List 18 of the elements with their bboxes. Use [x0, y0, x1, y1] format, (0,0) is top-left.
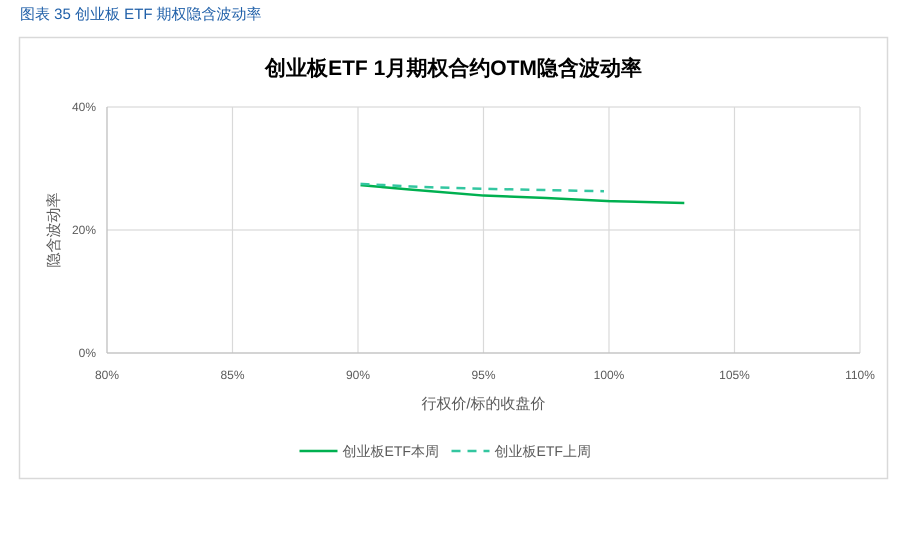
chart-title: 创业板ETF 1月期权合约OTM隐含波动率 — [264, 56, 642, 80]
line-series — [359, 182, 606, 193]
x-tick-label: 80% — [94, 368, 120, 382]
y-tick-label: 20% — [72, 223, 96, 238]
text: 图表 35 创业板 ETF 期权隐含波动率 — [20, 6, 262, 23]
x-axis-title: 行权价/标的收盘价 — [421, 395, 546, 412]
x-tick-label: 110% — [845, 368, 876, 382]
x-tick-label: 85% — [220, 368, 245, 382]
x-tick-label: 95% — [471, 368, 496, 382]
legend-label: 创业板ETF上周 — [494, 442, 591, 459]
x-tick-label: 100% — [594, 368, 625, 382]
y-tick-label: 40% — [72, 100, 96, 114]
legend-label: 创业板ETF本周 — [342, 442, 439, 459]
line-series — [359, 184, 686, 204]
y-tick-label: 0% — [78, 346, 96, 360]
y-axis-title: 隐含波动率 — [45, 192, 62, 268]
x-tick-label: 90% — [346, 368, 370, 382]
x-tick-label: 105% — [719, 368, 750, 382]
